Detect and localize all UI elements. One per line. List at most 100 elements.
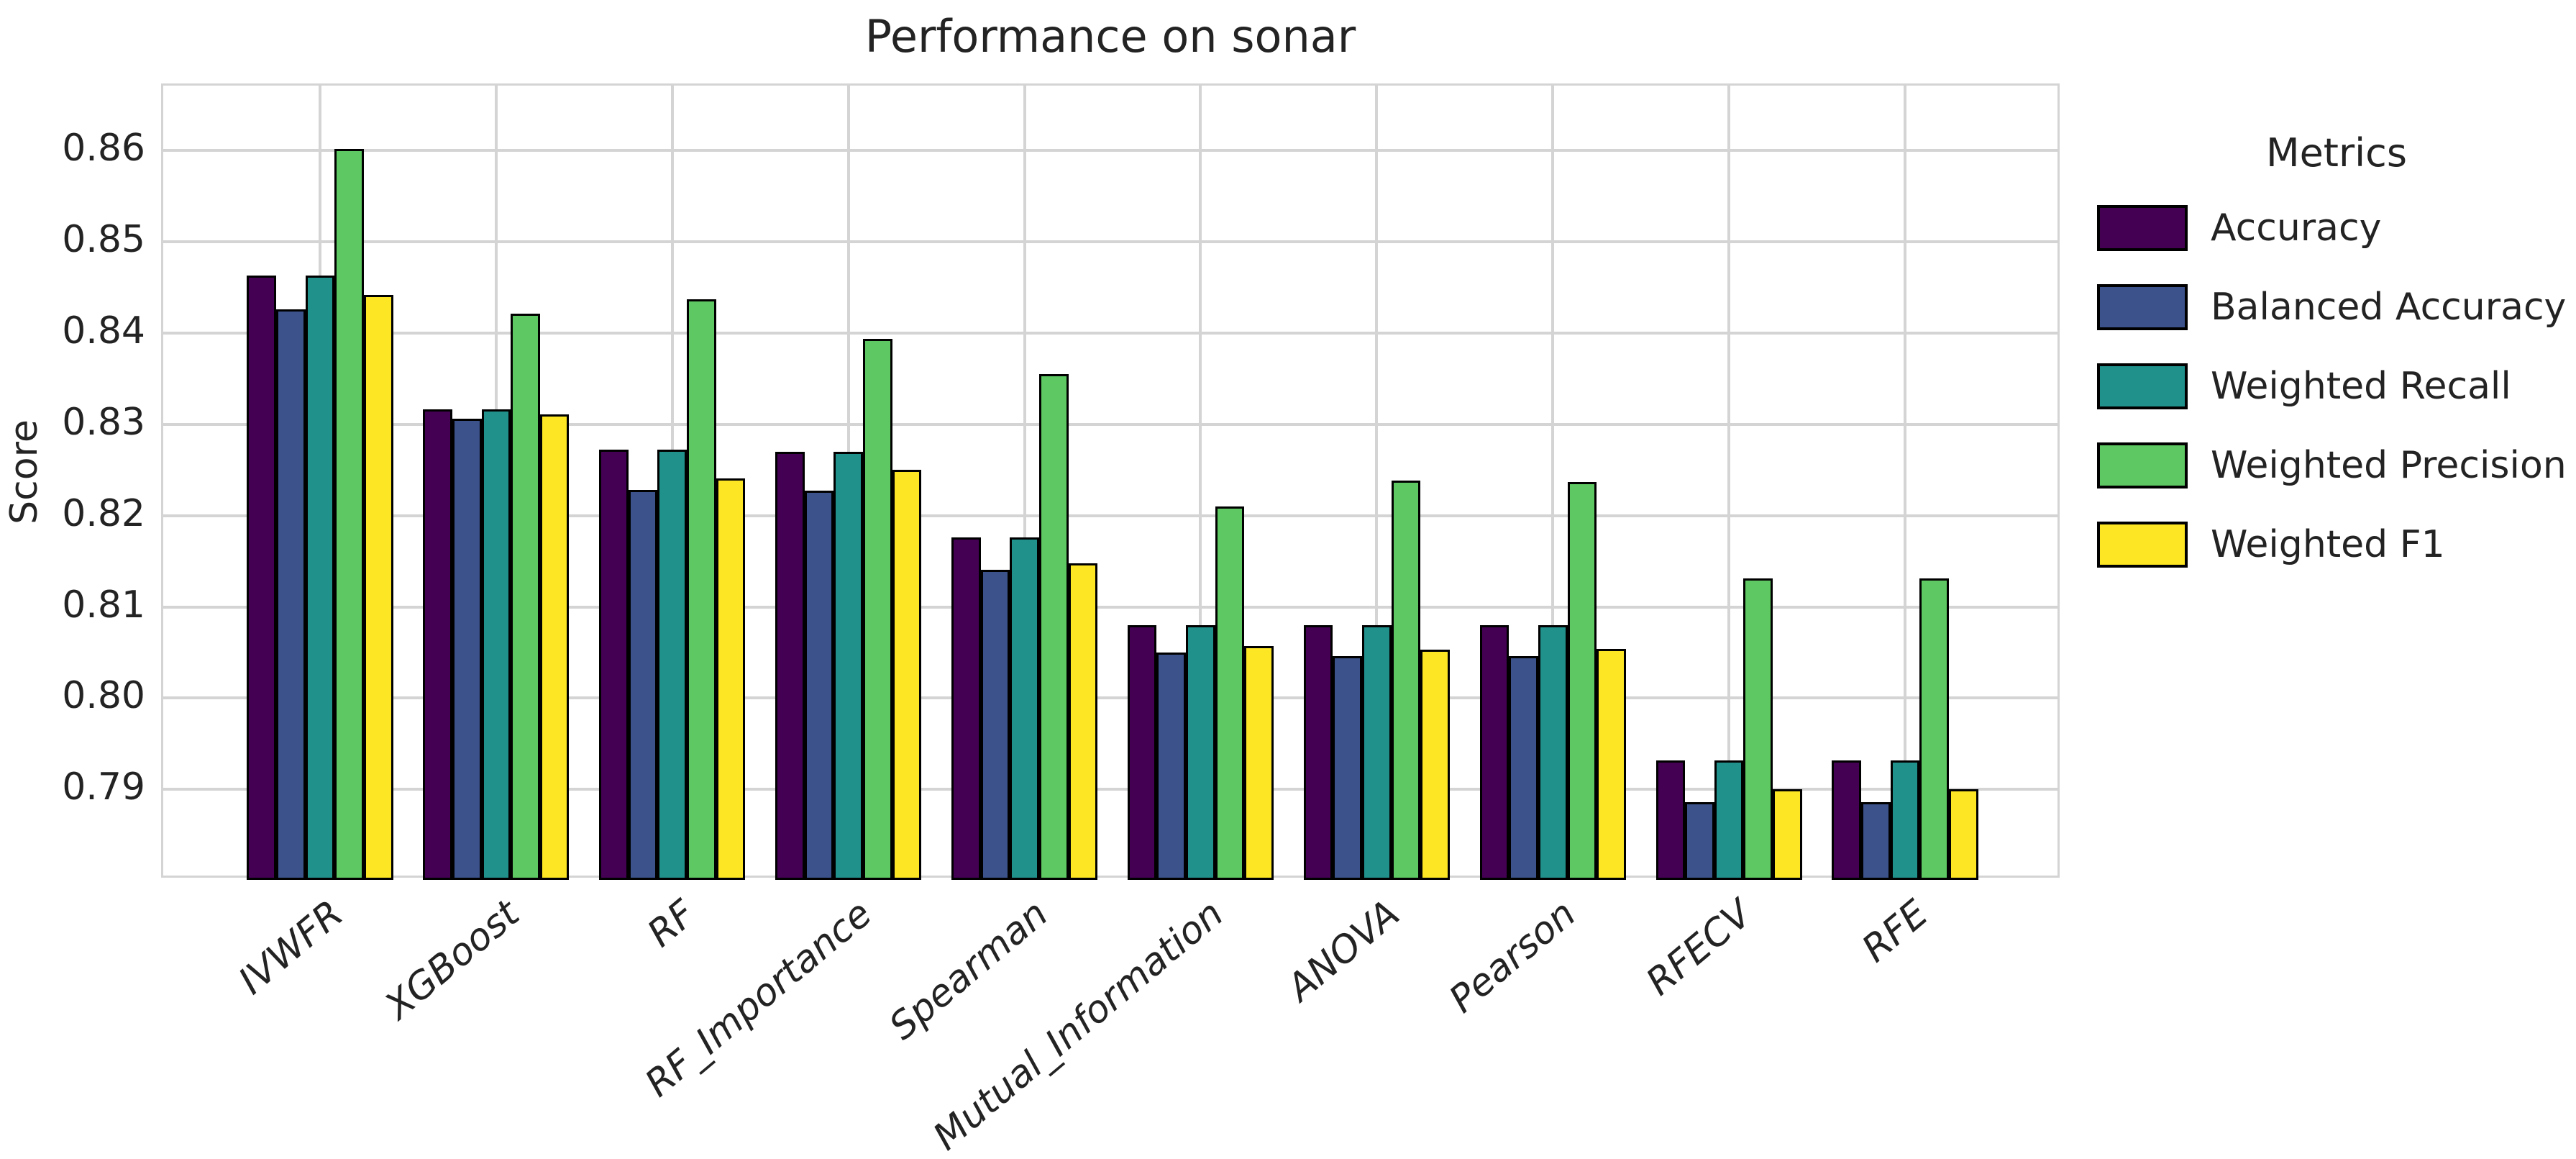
xtick-label-RFE: RFE bbox=[1854, 892, 1937, 971]
bar-ANOVA-Weighted-Recall bbox=[1362, 624, 1392, 880]
bar-Pearson-Weighted-Precision bbox=[1567, 481, 1597, 880]
legend-swatch-icon bbox=[2097, 363, 2188, 409]
gridline-y-0.85 bbox=[163, 240, 2057, 243]
bar-Pearson-Balanced-Accuracy bbox=[1509, 656, 1538, 880]
bar-Spearman-Balanced-Accuracy bbox=[980, 569, 1010, 880]
legend-item-Weighted-F1: Weighted F1 bbox=[2097, 522, 2576, 568]
bar-IVWFR-Balanced-Accuracy bbox=[275, 309, 306, 880]
ytick-label-0.80: 0.80 bbox=[62, 674, 145, 718]
legend-swatch-icon bbox=[2097, 522, 2188, 568]
ytick-label-0.86: 0.86 bbox=[62, 127, 145, 171]
bar-RF-Weighted-Recall bbox=[657, 450, 688, 880]
bar-IVWFR-Weighted-F1 bbox=[363, 294, 393, 880]
gridline-y-0.86 bbox=[163, 149, 2057, 153]
bar-RF-Accuracy bbox=[599, 450, 629, 880]
gridline-y-0.81 bbox=[163, 605, 2057, 609]
xtick-label-ANOVA: ANOVA bbox=[1279, 892, 1408, 1010]
ytick-label-0.83: 0.83 bbox=[62, 400, 145, 444]
bar-Mutual_Information-Weighted-Recall bbox=[1186, 624, 1215, 880]
bar-RFECV-Accuracy bbox=[1655, 760, 1686, 880]
gridline-y-0.83 bbox=[163, 422, 2057, 426]
xtick-label-IVWFR: IVWFR bbox=[230, 892, 352, 1004]
bar-RFECV-Weighted-Recall bbox=[1714, 760, 1744, 880]
ytick-label-0.81: 0.81 bbox=[62, 583, 145, 627]
xtick-label-Mutual_Information: Mutual_Information bbox=[926, 892, 1233, 1159]
legend-items: Accuracy Balanced Accuracy Weighted Recall… bbox=[2097, 205, 2576, 568]
bar-RFE-Accuracy bbox=[1832, 760, 1862, 880]
legend-label: Weighted Precision bbox=[2211, 444, 2567, 487]
bar-RF_Importance-Weighted-Precision bbox=[862, 338, 892, 880]
ytick-label-0.82: 0.82 bbox=[62, 491, 145, 535]
bar-RFECV-Weighted-F1 bbox=[1773, 789, 1802, 880]
bar-RFECV-Balanced-Accuracy bbox=[1685, 802, 1714, 880]
legend: Metrics Accuracy Balanced Accuracy Weighte… bbox=[2097, 128, 2576, 601]
bar-RF_Importance-Accuracy bbox=[775, 451, 805, 880]
xtick-label-Spearman: Spearman bbox=[881, 892, 1056, 1049]
xtick-label-RFECV: RFECV bbox=[1638, 892, 1760, 1004]
gridline-y-0.84 bbox=[163, 331, 2057, 335]
gridline-y-0.79 bbox=[163, 788, 2057, 791]
gridline-y-0.80 bbox=[163, 696, 2057, 700]
gridline-x-Spearman bbox=[1023, 86, 1026, 876]
legend-label: Balanced Accuracy bbox=[2211, 286, 2567, 329]
bar-Mutual_Information-Accuracy bbox=[1127, 624, 1157, 880]
ytick-label-0.85: 0.85 bbox=[62, 217, 145, 261]
legend-label: Weighted F1 bbox=[2211, 523, 2445, 566]
bar-RF-Weighted-F1 bbox=[716, 478, 746, 880]
bar-Spearman-Weighted-Precision bbox=[1038, 373, 1069, 880]
bar-XGBoost-Weighted-Recall bbox=[481, 409, 511, 880]
bar-ANOVA-Weighted-F1 bbox=[1420, 650, 1450, 880]
bar-RFE-Weighted-F1 bbox=[1949, 789, 1978, 880]
legend-label: Weighted Recall bbox=[2211, 365, 2511, 408]
legend-item-Accuracy: Accuracy bbox=[2097, 205, 2576, 251]
xtick-label-Pearson: Pearson bbox=[1441, 892, 1584, 1022]
figure: Performance on sonar Score 0.79 0.80 0.81 0… bbox=[3, 10, 2576, 1159]
bar-RF-Balanced-Accuracy bbox=[628, 490, 658, 880]
legend-item-Weighted-Recall: Weighted Recall bbox=[2097, 363, 2576, 409]
gridline-y-0.82 bbox=[163, 514, 2057, 517]
bar-Spearman-Accuracy bbox=[951, 537, 981, 880]
gridline-x-ANOVA bbox=[1375, 86, 1379, 876]
bar-RF_Importance-Balanced-Accuracy bbox=[804, 491, 834, 880]
bar-ANOVA-Balanced-Accuracy bbox=[1333, 656, 1362, 880]
bar-RF-Weighted-Precision bbox=[687, 299, 716, 880]
bar-IVWFR-Weighted-Precision bbox=[334, 148, 364, 880]
ytick-label-0.84: 0.84 bbox=[62, 309, 145, 353]
bar-IVWFR-Weighted-Recall bbox=[305, 275, 335, 880]
bar-ANOVA-Accuracy bbox=[1303, 624, 1333, 880]
bar-Spearman-Weighted-Recall bbox=[1010, 537, 1039, 880]
bar-IVWFR-Accuracy bbox=[247, 275, 276, 880]
bar-Mutual_Information-Balanced-Accuracy bbox=[1156, 653, 1187, 880]
plot-area bbox=[161, 83, 2060, 880]
bar-RF_Importance-Weighted-Recall bbox=[833, 451, 863, 880]
bar-Mutual_Information-Weighted-F1 bbox=[1244, 646, 1274, 880]
bar-Pearson-Accuracy bbox=[1479, 624, 1509, 880]
bar-XGBoost-Weighted-F1 bbox=[539, 414, 570, 880]
legend-item-Balanced-Accuracy: Balanced Accuracy bbox=[2097, 284, 2576, 330]
gridline-x-RFE bbox=[1904, 86, 1907, 876]
bar-XGBoost-Balanced-Accuracy bbox=[452, 419, 482, 880]
legend-title: Metrics bbox=[2265, 130, 2407, 176]
bar-RFE-Weighted-Precision bbox=[1919, 578, 1949, 880]
bar-RFE-Weighted-Recall bbox=[1890, 760, 1920, 880]
bar-RFE-Balanced-Accuracy bbox=[1861, 802, 1891, 880]
legend-swatch-icon bbox=[2097, 442, 2188, 488]
bar-XGBoost-Accuracy bbox=[423, 409, 452, 880]
bar-Pearson-Weighted-Recall bbox=[1538, 624, 1568, 880]
ytick-label-0.79: 0.79 bbox=[62, 765, 145, 809]
legend-swatch-icon bbox=[2097, 205, 2188, 251]
legend-item-Weighted-Precision: Weighted Precision bbox=[2097, 442, 2576, 488]
bar-ANOVA-Weighted-Precision bbox=[1391, 481, 1421, 880]
legend-label: Accuracy bbox=[2211, 206, 2382, 250]
xtick-label-RF: RF bbox=[639, 892, 704, 956]
bar-RF_Importance-Weighted-F1 bbox=[892, 470, 922, 880]
chart-title: Performance on sonar bbox=[864, 10, 1356, 63]
bar-Spearman-Weighted-F1 bbox=[1068, 563, 1098, 880]
bar-RFECV-Weighted-Precision bbox=[1743, 578, 1773, 880]
legend-swatch-icon bbox=[2097, 284, 2188, 330]
gridline-x-Pearson bbox=[1551, 86, 1555, 876]
bar-XGBoost-Weighted-Precision bbox=[511, 314, 540, 880]
gridline-x-RFECV bbox=[1727, 86, 1731, 876]
gridline-x-Mutual_Information bbox=[1199, 86, 1202, 876]
bar-Pearson-Weighted-F1 bbox=[1597, 648, 1626, 880]
